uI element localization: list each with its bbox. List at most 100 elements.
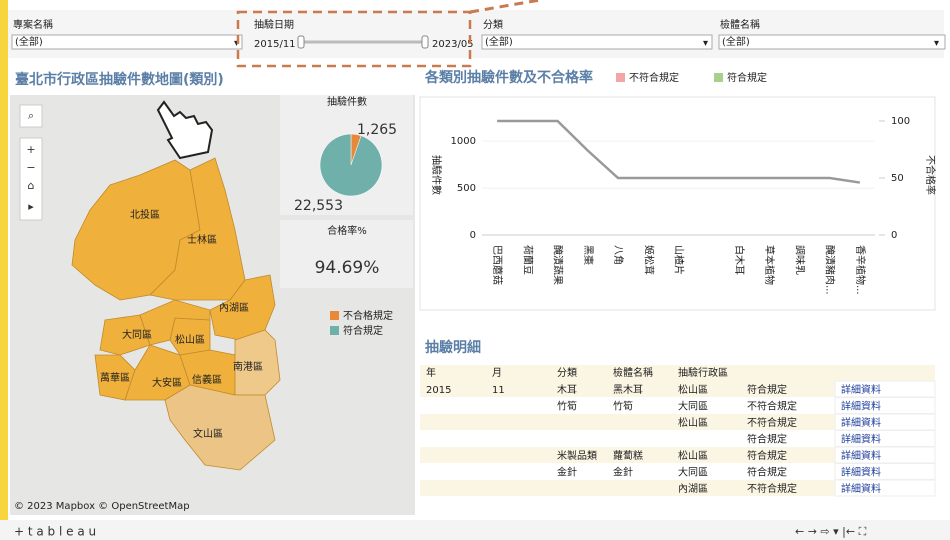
district[interactable] (164, 384, 276, 471)
table-cell: 竹筍 (613, 400, 633, 413)
table-header: 檢體名稱 (613, 366, 653, 379)
chart-title: 各類別抽驗件數及不合格率 (424, 69, 593, 86)
dropdown-arrow: ▾ (703, 38, 708, 49)
legend-swatch (616, 73, 625, 82)
filter-label: 檢體名稱 (720, 18, 760, 31)
search-icon: ⌕ (28, 109, 34, 122)
x-tick-label: 草本植物 (763, 245, 776, 285)
table-row-bg (420, 480, 935, 496)
table-cell: 符合規定 (747, 449, 787, 462)
line (497, 119, 861, 184)
table-cell: 松山區 (678, 416, 708, 429)
line-chart: 0 500 1000 0 50 100 巴西蘑菇 荷蘭豆 醃漬蔬果 黑棗 八角 姬松茸 山楂片 白木耳 草本… (451, 116, 911, 295)
nav-icons[interactable]: ← → ⇨ ▾ |← ⛶ (795, 525, 867, 538)
y2-tick-label: 50 (891, 173, 904, 184)
detail-link[interactable]: 詳細資料 (841, 433, 881, 446)
map-title: 臺北市行政區抽驗件數地圖(類別) (15, 71, 224, 88)
y-tick-label: 1000 (451, 136, 476, 147)
x-tick-label: 姬松茸 (642, 245, 655, 275)
map-controls[interactable] (19, 137, 43, 221)
pan[interactable]: ▸ (28, 200, 34, 213)
table: 年月分類 檢體名稱 抽驗行政區2015 11 木耳 黑木耳 松山區 符合規定 詳細資料竹筍 竹筍大… (420, 365, 936, 497)
table-cell: 竹筍 (557, 400, 577, 413)
legend-label: 不符合規定 (629, 71, 679, 84)
search-button[interactable] (19, 104, 43, 128)
y2-tick-label: 100 (891, 116, 910, 127)
district[interactable] (99, 314, 151, 356)
x-tick-label: 八角 (612, 245, 624, 265)
dropdown[interactable] (481, 34, 713, 50)
table-header-bg (420, 365, 935, 381)
slider-handle[interactable] (421, 35, 429, 49)
footer (0, 520, 950, 540)
table-cell: 內湖區 (678, 483, 708, 495)
table-row-bg (420, 447, 935, 463)
home[interactable]: ⌂ (28, 179, 35, 192)
table-header: 年 (426, 366, 436, 379)
district[interactable] (149, 157, 246, 301)
x-tick-label: 醃漬蔬果 (552, 245, 565, 285)
edge (0, 0, 8, 520)
district[interactable] (139, 299, 211, 346)
legend-swatch (714, 73, 723, 82)
table-header: 分類 (557, 367, 577, 379)
table-cell: 松山區 (678, 449, 708, 462)
detail-link[interactable]: 詳細資料 (841, 466, 881, 479)
table-cell: 不符合規定 (747, 482, 797, 495)
filter-label: 分類 (483, 19, 503, 31)
table-cell: 金針 (557, 466, 577, 479)
map-attribution: © 2023 Mapbox © OpenStreetMap (14, 501, 190, 512)
hand-cursor (156, 100, 214, 160)
dropdown-value: (全部) (15, 35, 43, 48)
x-tick-label: 調味乳 (793, 245, 806, 275)
slider-end: 2023/05 (432, 39, 474, 50)
table-cell: 金針 (613, 466, 633, 479)
pie-slice (319, 133, 383, 197)
district-label: 南港區 (233, 360, 263, 373)
annotation-arrow (469, 0, 541, 14)
zoom-out[interactable]: − (26, 161, 35, 174)
y2-tick-label: 0 (891, 230, 897, 241)
zoom-in[interactable]: + (26, 143, 35, 156)
chart-panel (419, 96, 936, 311)
table-title: 抽驗明細 (425, 339, 481, 356)
x-tick-label: 香辛植物... (854, 245, 867, 295)
detail-link[interactable]: 詳細資料 (841, 383, 881, 396)
table-cell: 不符合規定 (747, 416, 797, 429)
pie: 1,265 22,553 (294, 122, 397, 214)
legend-swatch (330, 326, 339, 335)
slider-handle[interactable] (297, 35, 305, 49)
district-label: 信義區 (192, 373, 222, 386)
rate-value: 94.69% (315, 258, 380, 278)
district[interactable] (234, 329, 281, 396)
table-cell: 松山區 (678, 383, 708, 396)
y2-axis-label: 不合格率 (924, 155, 937, 195)
districts (71, 157, 281, 471)
rate-title: 合格率% (327, 224, 367, 237)
table-cell: 符合規定 (747, 466, 787, 479)
brand: + t a b l e a u (14, 525, 96, 539)
detail-link[interactable]: 詳細資料 (841, 482, 881, 495)
district-label: 大同區 (122, 328, 152, 341)
filter-label: 專案名稱 (13, 18, 53, 31)
y-tick-label: 500 (457, 183, 476, 194)
table-row-bg (420, 381, 935, 397)
x-tick-label: 黑棗 (582, 245, 595, 265)
detail-link[interactable]: 詳細資料 (841, 449, 881, 462)
table-cell: 符合規定 (747, 383, 787, 396)
pie-title: 抽驗件數 (327, 95, 367, 108)
detail-link[interactable]: 詳細資料 (841, 416, 881, 429)
y-tick-label: 0 (470, 230, 476, 241)
table-row-bg (420, 397, 935, 414)
legend-swatch (330, 311, 339, 320)
table-cell: 米製品類 (557, 449, 597, 462)
dropdown[interactable] (11, 34, 243, 50)
table-cell: 大同區 (678, 400, 708, 413)
table-header: 月 (492, 367, 502, 379)
detail-link[interactable]: 詳細資料 (841, 400, 881, 413)
dropdown[interactable] (718, 34, 946, 50)
table-row-bg (420, 430, 935, 447)
x-tick-label: 荷蘭豆 (521, 245, 534, 275)
highlight-box (236, 10, 472, 68)
